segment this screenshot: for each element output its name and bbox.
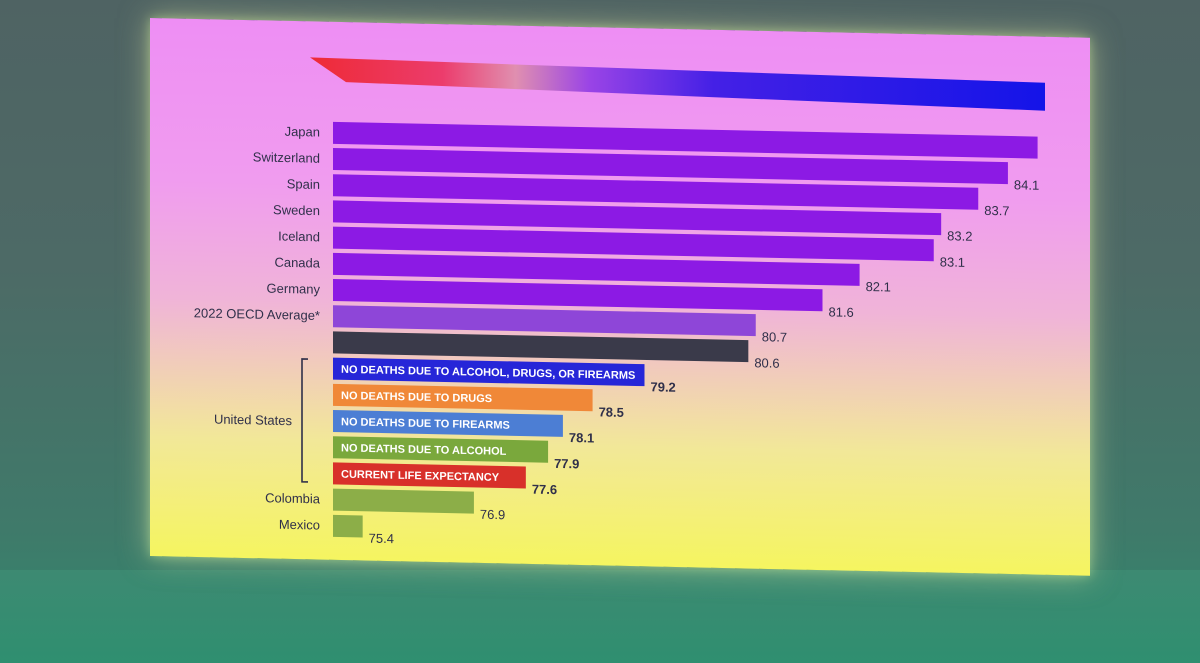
group-label-united-states: United States — [214, 412, 293, 429]
bar-10 — [333, 383, 593, 412]
bar-label-12: NO DEATHS DUE TO ALCOHOL — [341, 442, 507, 457]
value-label-8: 80.6 — [754, 355, 779, 371]
value-label-6: 81.6 — [829, 304, 854, 320]
life-expectancy-bar-chart: Japan Switzerland 84.1 Spain 83.7 Sweden 83.2 I… — [194, 57, 1045, 547]
bar-9 — [333, 357, 645, 387]
category-label-7: 2022 OECD Average* — [194, 305, 320, 323]
category-label-6: Germany — [267, 281, 321, 297]
value-label-7: 80.7 — [762, 329, 787, 345]
value-label-11: 78.1 — [569, 430, 594, 446]
bar-4 — [333, 226, 934, 262]
value-label-12: 77.9 — [554, 456, 579, 472]
value-label-1: 84.1 — [1014, 177, 1039, 193]
value-label-2: 83.7 — [984, 203, 1009, 219]
bar-11 — [333, 410, 563, 437]
category-label-1: Switzerland — [253, 149, 320, 165]
united-states-bracket — [301, 358, 308, 483]
bar-0 — [333, 121, 1038, 159]
bar-6 — [333, 279, 823, 312]
bar-14 — [333, 488, 474, 514]
category-label-14: Colombia — [265, 490, 321, 506]
bar-12 — [333, 436, 549, 463]
category-label-3: Sweden — [273, 202, 320, 218]
category-label-2: Spain — [287, 176, 320, 192]
bar-15 — [333, 514, 363, 538]
color-gradient-banner — [310, 57, 1045, 111]
category-label-5: Canada — [274, 255, 320, 271]
value-label-5: 82.1 — [866, 279, 891, 295]
category-label-0: Japan — [285, 124, 320, 140]
bar-2 — [333, 174, 979, 210]
bar-7 — [333, 305, 756, 337]
bar-label-13: CURRENT LIFE EXPECTANCY — [341, 469, 500, 484]
value-label-9: 79.2 — [651, 379, 676, 395]
bar-3 — [333, 200, 942, 236]
value-label-3: 83.2 — [947, 228, 972, 244]
category-label-4: Iceland — [278, 228, 320, 244]
bar-label-11: NO DEATHS DUE TO FIREARMS — [341, 416, 510, 432]
value-label-14: 76.9 — [480, 507, 505, 523]
bar-5 — [333, 252, 860, 286]
value-label-13: 77.6 — [532, 482, 557, 498]
projection-screen: Japan Switzerland 84.1 Spain 83.7 Sweden 83.2 I… — [150, 18, 1090, 576]
bar-label-10: NO DEATHS DUE TO DRUGS — [341, 390, 492, 405]
room-floor — [0, 570, 1200, 663]
category-label-15: Mexico — [279, 517, 320, 533]
value-label-10: 78.5 — [599, 404, 624, 420]
bar-13 — [333, 462, 526, 489]
bar-8 — [333, 331, 749, 363]
value-label-4: 83.1 — [940, 254, 965, 270]
bar-1 — [333, 148, 1008, 185]
value-label-15: 75.4 — [369, 531, 394, 547]
